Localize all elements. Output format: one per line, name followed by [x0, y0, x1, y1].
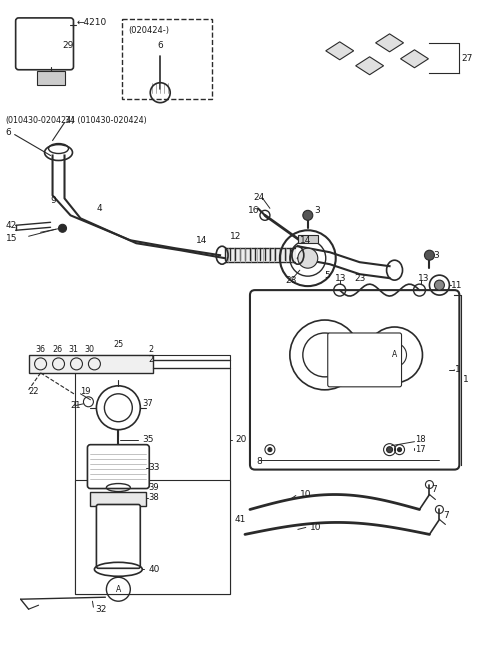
Text: 17: 17	[416, 445, 426, 454]
Circle shape	[424, 250, 434, 260]
Circle shape	[397, 447, 402, 451]
Text: 25: 25	[113, 340, 124, 350]
Text: 35: 35	[142, 435, 154, 444]
Text: 6: 6	[6, 128, 12, 137]
Text: 32: 32	[96, 605, 107, 613]
Bar	[122, 19, 212, 98]
Text: 33: 33	[148, 463, 160, 472]
FancyBboxPatch shape	[328, 333, 402, 387]
Text: 3: 3	[314, 206, 320, 215]
Text: 10: 10	[300, 490, 312, 499]
Text: 18: 18	[416, 435, 426, 444]
Text: 38: 38	[148, 493, 159, 502]
Text: 2: 2	[148, 346, 154, 354]
Text: 6: 6	[157, 41, 163, 51]
Text: 3: 3	[433, 251, 439, 260]
Text: 21: 21	[71, 401, 81, 410]
Text: 42: 42	[6, 221, 17, 230]
Circle shape	[268, 447, 272, 451]
Bar	[36, 71, 64, 85]
Text: 14: 14	[300, 236, 311, 245]
Bar	[29, 355, 153, 373]
Text: 36: 36	[36, 346, 46, 354]
Polygon shape	[376, 34, 404, 52]
Text: A: A	[392, 350, 397, 359]
Text: 29: 29	[62, 41, 74, 51]
Text: 34 (010430-020424): 34 (010430-020424)	[64, 116, 146, 125]
Text: 31: 31	[69, 346, 79, 354]
Text: 27: 27	[461, 54, 473, 63]
FancyBboxPatch shape	[87, 445, 149, 489]
Text: 9: 9	[50, 196, 56, 205]
Text: 22: 22	[29, 387, 39, 396]
Bar	[75, 480, 230, 594]
Text: 24: 24	[253, 193, 264, 202]
Text: 12: 12	[230, 232, 241, 241]
Text: 20: 20	[235, 435, 246, 444]
Text: 40: 40	[148, 565, 160, 574]
Text: 14: 14	[196, 236, 207, 245]
Circle shape	[434, 280, 444, 290]
Text: 13: 13	[418, 274, 429, 283]
Text: 37: 37	[142, 400, 153, 408]
Text: 28: 28	[285, 276, 296, 285]
Text: 26: 26	[52, 346, 63, 354]
Text: 15: 15	[6, 234, 17, 243]
Text: 8: 8	[256, 457, 262, 466]
Text: 19: 19	[81, 387, 91, 396]
Text: 2: 2	[148, 356, 154, 364]
Text: (010430-020424): (010430-020424)	[6, 116, 75, 125]
Text: 7: 7	[444, 511, 449, 520]
Text: 10: 10	[310, 523, 321, 532]
Text: 5: 5	[325, 271, 331, 279]
Text: 41: 41	[235, 515, 246, 524]
Circle shape	[303, 211, 313, 220]
Circle shape	[298, 248, 318, 268]
Text: 1: 1	[456, 365, 461, 375]
Polygon shape	[400, 50, 429, 68]
Polygon shape	[326, 42, 354, 60]
FancyBboxPatch shape	[96, 504, 140, 568]
Text: (020424-): (020424-)	[128, 26, 169, 35]
Text: 4: 4	[96, 204, 102, 213]
Text: 23: 23	[355, 274, 366, 283]
Bar	[90, 491, 146, 506]
Text: 1: 1	[463, 375, 469, 384]
Text: A: A	[116, 584, 121, 594]
Text: 39: 39	[148, 483, 159, 492]
Bar	[75, 355, 230, 594]
Polygon shape	[356, 57, 384, 75]
FancyBboxPatch shape	[16, 18, 73, 70]
Bar	[298, 236, 318, 243]
FancyBboxPatch shape	[250, 290, 459, 470]
Text: 7: 7	[432, 485, 437, 494]
Circle shape	[59, 224, 67, 232]
Text: 13: 13	[335, 274, 346, 283]
Text: 11: 11	[451, 281, 463, 290]
Circle shape	[386, 447, 393, 453]
Text: 16: 16	[248, 206, 260, 215]
Text: 30: 30	[84, 346, 95, 354]
Text: ←4210: ←4210	[76, 18, 107, 28]
